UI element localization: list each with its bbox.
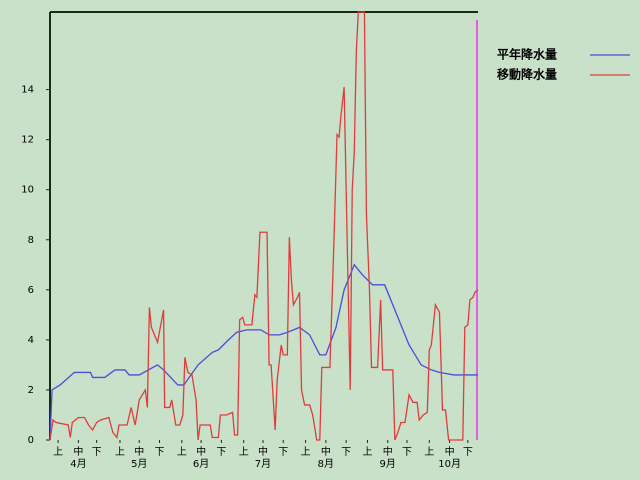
- month-label: 9月: [380, 458, 396, 470]
- x-tick-label: 上: [301, 446, 311, 458]
- x-tick-label: 上: [362, 446, 372, 458]
- month-label: 8月: [318, 458, 334, 470]
- y-tick-label: 14: [21, 85, 34, 96]
- x-tick-label: 上: [115, 446, 125, 458]
- x-tick-label: 中: [321, 445, 331, 458]
- series-line: [49, 263, 478, 441]
- x-tick-label: 上: [177, 446, 187, 458]
- series-line: [49, 11, 479, 441]
- y-tick-label: 4: [28, 335, 34, 346]
- x-tick-label: 下: [463, 447, 473, 458]
- x-tick-label: 中: [73, 445, 83, 458]
- y-tick-label: 6: [28, 285, 34, 296]
- x-tick-label: 中: [445, 445, 455, 458]
- x-tick-label: 下: [278, 447, 288, 458]
- y-tick-label: 8: [28, 235, 34, 246]
- x-tick-label: 下: [341, 447, 351, 458]
- legend-label: 平年降水量: [497, 47, 557, 62]
- y-tick-label: 0: [28, 435, 34, 446]
- month-label: 10月: [438, 458, 461, 470]
- x-tick-label: 中: [383, 445, 393, 458]
- x-tick-label: 下: [155, 447, 165, 458]
- x-tick-label: 上: [424, 446, 434, 458]
- x-tick-label: 中: [196, 445, 206, 458]
- x-tick-label: 下: [92, 447, 102, 458]
- x-tick-label: 上: [239, 446, 249, 458]
- month-label: 5月: [131, 458, 147, 470]
- x-tick-label: 中: [258, 445, 268, 458]
- legend-label: 移動降水量: [497, 67, 557, 82]
- x-tick-label: 下: [402, 447, 412, 458]
- x-tick-label: 上: [53, 446, 63, 458]
- month-label: 7月: [255, 458, 271, 470]
- x-tick-label: 中: [134, 445, 144, 458]
- month-label: 6月: [193, 458, 209, 470]
- y-tick-label: 2: [28, 385, 34, 396]
- y-tick-label: 10: [21, 185, 34, 196]
- x-tick-label: 下: [216, 447, 226, 458]
- month-label: 4月: [70, 458, 86, 470]
- y-tick-label: 12: [21, 135, 34, 146]
